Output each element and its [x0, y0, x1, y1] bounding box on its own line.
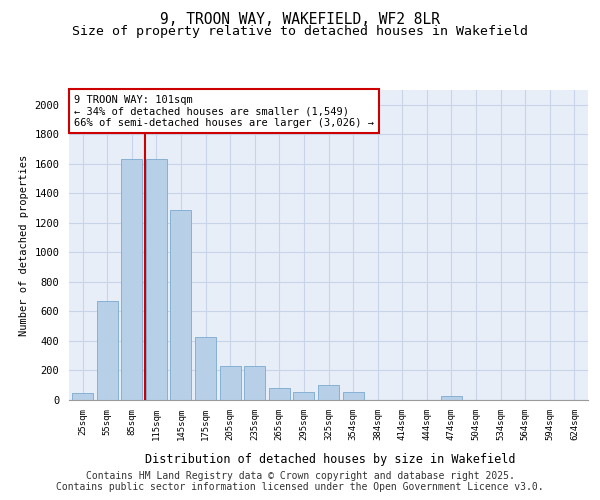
- Bar: [195, 336, 216, 400]
- Text: 9, TROON WAY, WAKEFIELD, WF2 8LR: 9, TROON WAY, WAKEFIELD, WF2 8LR: [160, 12, 440, 28]
- Y-axis label: Number of detached properties: Number of detached properties: [19, 154, 29, 336]
- Bar: [318, 384, 339, 400]
- Bar: [343, 392, 364, 400]
- Text: Contains HM Land Registry data © Crown copyright and database right 2025.
Contai: Contains HM Land Registry data © Crown c…: [56, 471, 544, 492]
- Bar: [170, 210, 191, 400]
- Bar: [97, 301, 118, 400]
- Text: 9 TROON WAY: 101sqm
← 34% of detached houses are smaller (1,549)
66% of semi-det: 9 TROON WAY: 101sqm ← 34% of detached ho…: [74, 94, 374, 128]
- Text: Size of property relative to detached houses in Wakefield: Size of property relative to detached ho…: [72, 25, 528, 38]
- Bar: [269, 388, 290, 400]
- Bar: [220, 366, 241, 400]
- Bar: [146, 160, 167, 400]
- Bar: [121, 160, 142, 400]
- Text: Distribution of detached houses by size in Wakefield: Distribution of detached houses by size …: [145, 452, 515, 466]
- Bar: [244, 366, 265, 400]
- Bar: [72, 392, 93, 400]
- Bar: [293, 392, 314, 400]
- Bar: [441, 396, 462, 400]
